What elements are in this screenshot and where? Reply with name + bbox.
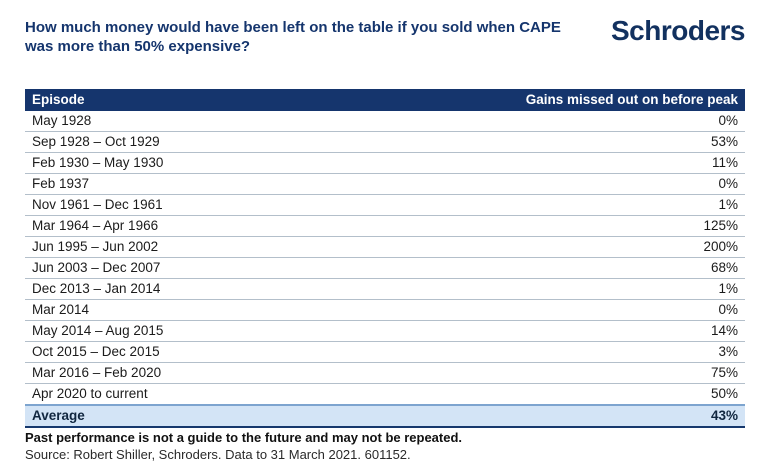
gains-cell: 200% bbox=[306, 236, 745, 258]
gains-cell: 0% bbox=[306, 299, 745, 321]
table-row: Feb 1937 0% bbox=[25, 173, 745, 195]
footer: Past performance is not a guide to the f… bbox=[25, 430, 745, 463]
table-row: Mar 1964 – Apr 1966 125% bbox=[25, 215, 745, 237]
table-row: Jun 1995 – Jun 2002 200% bbox=[25, 236, 745, 258]
table-row: May 2014 – Aug 2015 14% bbox=[25, 320, 745, 342]
table-row: Sep 1928 – Oct 1929 53% bbox=[25, 131, 745, 153]
column-header-episode: Episode bbox=[25, 89, 307, 111]
episode-cell: Feb 1937 bbox=[25, 173, 307, 195]
gains-cell: 68% bbox=[306, 257, 745, 279]
episode-cell: Sep 1928 – Oct 1929 bbox=[25, 131, 307, 153]
gains-cell: 11% bbox=[306, 152, 745, 174]
episode-cell: Apr 2020 to current bbox=[25, 383, 307, 406]
table-row: Mar 2014 0% bbox=[25, 299, 745, 321]
episodes-table: Episode Gains missed out on before peak … bbox=[25, 89, 745, 428]
gains-cell: 75% bbox=[306, 362, 745, 384]
episode-cell: Mar 2016 – Feb 2020 bbox=[25, 362, 307, 384]
table-row: Nov 1961 – Dec 1961 1% bbox=[25, 194, 745, 216]
source-note: Source: Robert Shiller, Schroders. Data … bbox=[25, 446, 411, 462]
episode-cell: Jun 1995 – Jun 2002 bbox=[25, 236, 307, 258]
gains-cell: 14% bbox=[306, 320, 745, 342]
schroders-logo: Schroders bbox=[611, 15, 746, 46]
header: How much money would have been left on t… bbox=[25, 15, 746, 56]
table-row: Dec 2013 – Jan 2014 1% bbox=[25, 278, 745, 300]
table-row: Jun 2003 – Dec 2007 68% bbox=[25, 257, 745, 279]
chart-title: How much money would have been left on t… bbox=[25, 19, 561, 55]
average-label-cell: Average bbox=[25, 404, 307, 428]
gains-cell: 53% bbox=[306, 131, 745, 153]
episode-cell: May 2014 – Aug 2015 bbox=[25, 320, 307, 342]
episode-cell: May 1928 bbox=[25, 111, 307, 132]
gains-cell: 3% bbox=[306, 341, 745, 363]
episode-cell: Mar 1964 – Apr 1966 bbox=[25, 215, 307, 237]
episode-cell: Mar 2014 bbox=[25, 299, 307, 321]
episode-cell: Nov 1961 – Dec 1961 bbox=[25, 194, 307, 216]
gains-cell: 0% bbox=[306, 173, 745, 195]
episode-cell: Oct 2015 – Dec 2015 bbox=[25, 341, 307, 363]
gains-cell: 0% bbox=[306, 111, 745, 132]
table-header-row: Episode Gains missed out on before peak bbox=[25, 89, 745, 111]
episode-cell: Feb 1930 – May 1930 bbox=[25, 152, 307, 174]
table-row: Mar 2016 – Feb 2020 75% bbox=[25, 362, 745, 384]
episode-cell: Jun 2003 – Dec 2007 bbox=[25, 257, 307, 279]
gains-cell: 1% bbox=[306, 194, 745, 216]
average-row: Average 43% bbox=[25, 404, 745, 428]
table-row: Oct 2015 – Dec 2015 3% bbox=[25, 341, 745, 363]
table-row: Feb 1930 – May 1930 11% bbox=[25, 152, 745, 174]
episode-cell: Dec 2013 – Jan 2014 bbox=[25, 278, 307, 300]
table-row: May 1928 0% bbox=[25, 111, 745, 132]
gains-cell: 125% bbox=[306, 215, 745, 237]
column-header-gains: Gains missed out on before peak bbox=[306, 89, 745, 111]
table-row: Apr 2020 to current 50% bbox=[25, 383, 745, 406]
average-value-cell: 43% bbox=[306, 404, 745, 428]
past-performance-disclaimer: Past performance is not a guide to the f… bbox=[25, 430, 463, 445]
gains-cell: 1% bbox=[306, 278, 745, 300]
gains-cell: 50% bbox=[306, 383, 745, 406]
